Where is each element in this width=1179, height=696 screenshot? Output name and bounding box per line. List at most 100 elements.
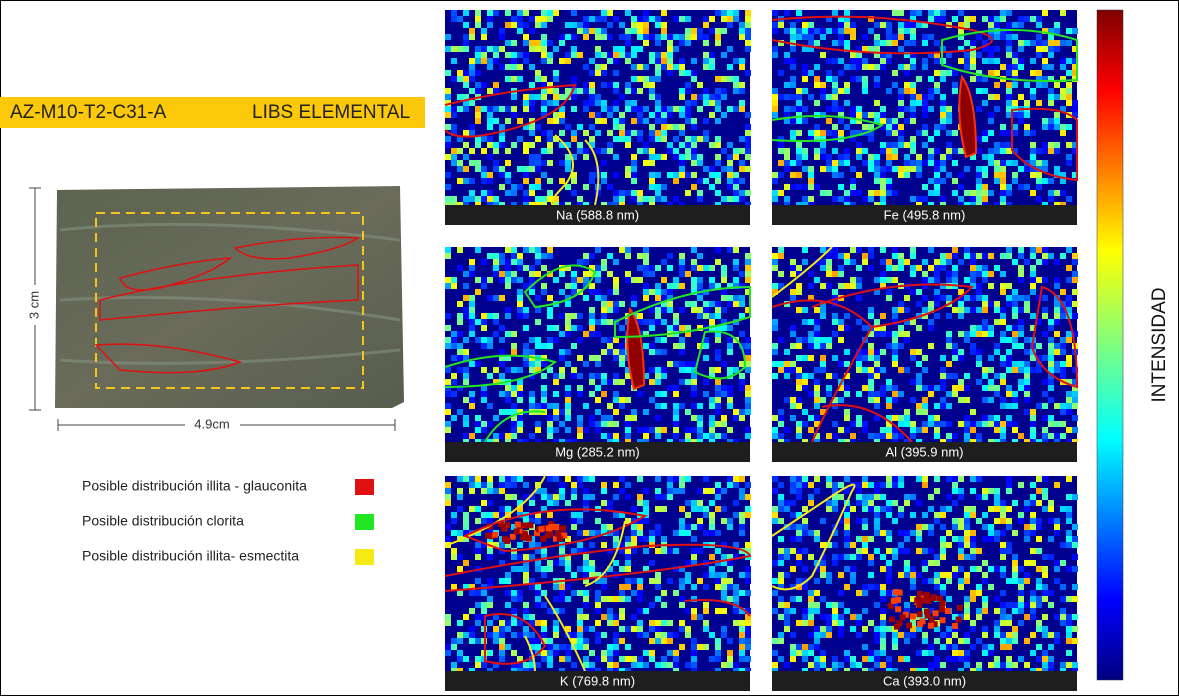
heatmap-cell <box>946 656 952 662</box>
heatmap-cell <box>844 439 850 442</box>
heatmap-cell <box>553 415 559 421</box>
heatmap-cell <box>631 52 637 58</box>
heatmap-cell <box>880 644 886 650</box>
heatmap-cell <box>745 403 751 409</box>
heatmap-cell <box>1018 16 1024 22</box>
heatmap-cell <box>862 500 868 506</box>
heatmap-cell <box>691 265 697 271</box>
heatmap-cell <box>691 100 697 106</box>
heatmap-cell <box>559 488 565 494</box>
heatmap-cell <box>1012 58 1018 64</box>
heatmap-cell <box>541 572 547 578</box>
heatmap-cell <box>631 524 637 530</box>
heatmap-cell <box>868 494 874 500</box>
heatmap-cell <box>703 64 709 70</box>
heatmap-cell <box>880 40 886 46</box>
heatmap-cell <box>1006 668 1012 671</box>
heatmap-cell <box>772 518 778 524</box>
heatmap-cell <box>541 46 547 52</box>
heatmap-cell <box>493 58 499 64</box>
heatmap-cell <box>517 632 523 638</box>
heatmap-cell <box>964 397 970 403</box>
heatmap-cell <box>994 596 1000 602</box>
heatmap-cell <box>1024 536 1030 542</box>
heatmap-cell <box>1024 506 1030 512</box>
heatmap-cell <box>868 28 874 34</box>
heatmap-cell <box>457 202 463 205</box>
heatmap-cell <box>1006 662 1012 668</box>
heatmap-cell <box>1066 638 1072 644</box>
heatmap-cell <box>505 590 511 596</box>
heatmap-cell <box>868 560 874 566</box>
heatmap-cell <box>970 548 976 554</box>
heatmap-cell <box>511 247 517 253</box>
heatmap-cell <box>916 361 922 367</box>
heatmap-cell <box>727 247 733 253</box>
heatmap-cell <box>796 148 802 154</box>
heatmap-cell <box>631 530 637 536</box>
heatmap-cell <box>898 325 904 331</box>
heatmap-cell <box>475 602 481 608</box>
heatmap-cell <box>1000 379 1006 385</box>
heatmap-cell <box>772 349 778 355</box>
heatmap-cell <box>1030 560 1036 566</box>
heatmap-cell <box>631 76 637 82</box>
heatmap-cell <box>739 572 745 578</box>
heatmap-cell <box>637 130 643 136</box>
heatmap-cell <box>541 403 547 409</box>
heatmap-cell <box>685 361 691 367</box>
heatmap-cell <box>655 184 661 190</box>
heatmap-cell <box>595 602 601 608</box>
heatmap-cell <box>541 494 547 500</box>
heatmap-cell <box>916 530 922 536</box>
heatmap-cell <box>1006 361 1012 367</box>
heatmap-cell <box>832 247 838 253</box>
heatmap-cell <box>739 166 745 172</box>
heatmap-cell <box>970 343 976 349</box>
heatmap-cell <box>481 518 487 524</box>
heatmap-cell <box>814 638 820 644</box>
heatmap-cell <box>667 476 673 482</box>
sample-id: AZ-M10-T2-C31-A <box>10 102 167 123</box>
heatmap-cell <box>469 259 475 265</box>
heatmap-cell <box>988 379 994 385</box>
heatmap-cell <box>946 542 952 548</box>
heatmap-cell <box>487 488 493 494</box>
heatmap-cell <box>868 46 874 52</box>
heatmap-cell <box>946 277 952 283</box>
heatmap-cell <box>988 58 994 64</box>
heatmap-cell <box>1066 566 1072 572</box>
heatmap-cell <box>595 355 601 361</box>
heatmap-cell <box>745 337 751 343</box>
heatmap-cell <box>697 253 703 259</box>
heatmap-cell <box>637 28 643 34</box>
heatmap-cell <box>784 439 790 442</box>
heatmap-cell <box>1036 148 1042 154</box>
heatmap-cell <box>709 397 715 403</box>
heatmap-cell <box>553 277 559 283</box>
heatmap-cell <box>826 482 832 488</box>
heatmap-cell <box>721 506 727 512</box>
heatmap-cell <box>976 662 982 668</box>
heatmap-cell <box>988 650 994 656</box>
heatmap-cell <box>1000 590 1006 596</box>
heatmap-cell <box>505 283 511 289</box>
heatmap-cell <box>1000 124 1006 130</box>
heatmap-cell <box>922 307 928 313</box>
heatmap-cell <box>631 118 637 124</box>
heatmap-cell <box>1048 94 1054 100</box>
heatmap-cell <box>541 488 547 494</box>
heatmap-cell <box>862 367 868 373</box>
heatmap-cell <box>595 28 601 34</box>
heatmap-cell <box>535 40 541 46</box>
heatmap-cell <box>970 596 976 602</box>
heatmap-cell <box>838 22 844 28</box>
heatmap-cell <box>715 307 721 313</box>
heatmap-cell <box>826 433 832 439</box>
heatmap-cell <box>703 22 709 28</box>
heatmap-cell <box>952 656 958 662</box>
heatmap-cell <box>523 313 529 319</box>
heatmap-cell <box>946 154 952 160</box>
heatmap-cell <box>772 662 778 668</box>
heatmap-cell <box>667 482 673 488</box>
